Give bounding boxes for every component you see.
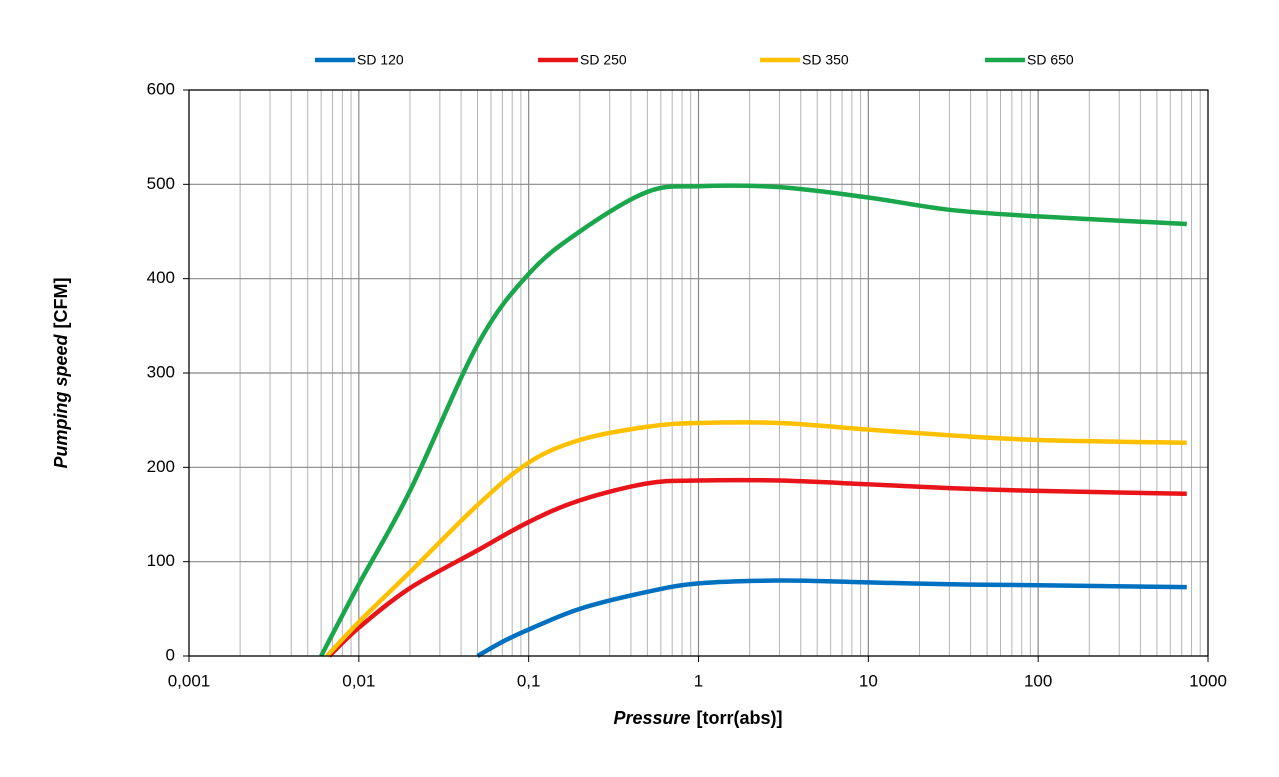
y-tick-label: 100 bbox=[147, 551, 175, 570]
y-tick-label: 300 bbox=[147, 362, 175, 381]
x-tick-label: 10 bbox=[859, 671, 878, 690]
y-tick-label: 0 bbox=[166, 645, 175, 664]
y-tick-label: 200 bbox=[147, 457, 175, 476]
legend-label: SD 120 bbox=[357, 52, 404, 68]
series-line bbox=[325, 420, 1187, 658]
x-tick-label: 0,01 bbox=[342, 671, 375, 690]
x-tick-label: 1 bbox=[694, 671, 703, 690]
x-tick-label: 1000 bbox=[1189, 671, 1227, 690]
legend-label: SD 350 bbox=[802, 52, 849, 68]
curves bbox=[319, 183, 1187, 658]
legend-label: SD 250 bbox=[580, 52, 627, 68]
x-label-main: Pressure bbox=[613, 708, 690, 728]
series-line bbox=[476, 578, 1187, 658]
x-tick-label: 100 bbox=[1024, 671, 1052, 690]
series-line bbox=[319, 183, 1187, 658]
y-label-main: Pumping speed bbox=[51, 333, 71, 468]
y-axis-label: Pumping speed [CFM] bbox=[51, 278, 71, 469]
y-tick-label: 400 bbox=[147, 268, 175, 287]
axes: 0,001 0,01 0,1 1 10 100 1000 0 100 200 300 400 500 60… bbox=[147, 79, 1227, 690]
x-axis-label: Pressure [torr(abs)] bbox=[613, 708, 782, 728]
x-tick-label: 0,1 bbox=[517, 671, 541, 690]
y-tick-label: 600 bbox=[147, 79, 175, 98]
plot-frame bbox=[188, 89, 1209, 657]
x-label-unit: [torr(abs)] bbox=[697, 708, 783, 728]
y-label-unit: [CFM] bbox=[51, 278, 71, 329]
x-tick-label: 0,001 bbox=[168, 671, 211, 690]
legend-label: SD 650 bbox=[1027, 52, 1074, 68]
series-line bbox=[327, 477, 1187, 658]
y-tick-label: 500 bbox=[147, 174, 175, 193]
